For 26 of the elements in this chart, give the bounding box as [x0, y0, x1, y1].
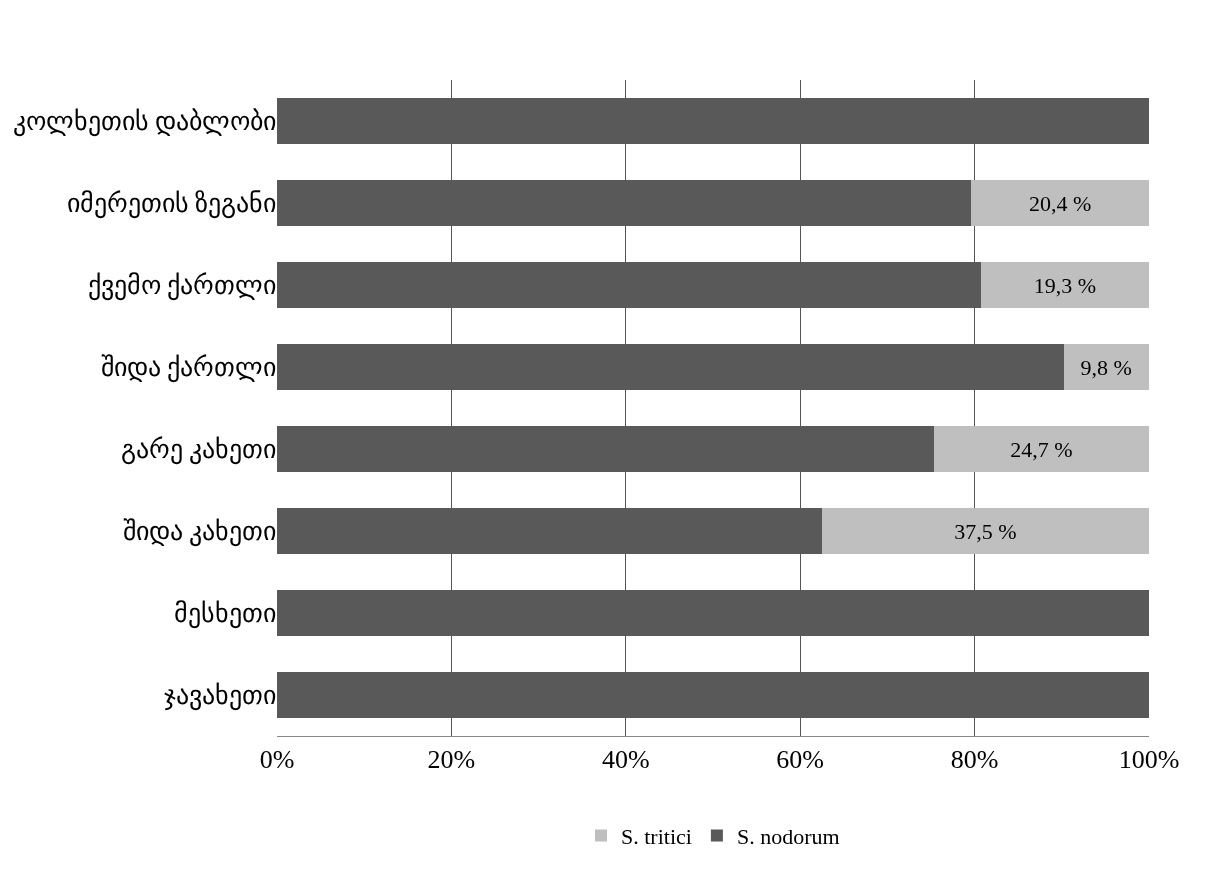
y-tick-label: მესხეთი: [174, 599, 276, 630]
y-tick-label: გარე კახეთი: [120, 435, 276, 466]
x-tick-label: 0%: [259, 745, 295, 775]
y-tick-label: შიდა ქართლი: [100, 353, 276, 384]
data-label: 37,5 %: [954, 518, 1017, 544]
y-tick-label: შიდა კახეთი: [122, 517, 276, 548]
x-tick-label: 60%: [776, 745, 825, 775]
data-label: 20,4 %: [1028, 190, 1092, 216]
bar: [822, 508, 1149, 554]
data-label: 19,3 %: [1033, 272, 1097, 298]
bar: [933, 426, 1149, 472]
y-tick-label: კოლხეთის დაბლობი: [12, 107, 276, 138]
x-tick-label: 80%: [950, 745, 999, 775]
x-tick-label: 40%: [601, 745, 650, 775]
x-tick-label: 100%: [1118, 745, 1180, 775]
data-label: 9,8 %: [1080, 354, 1132, 380]
x-tick-label: 20%: [427, 745, 476, 775]
bar: [971, 180, 1149, 226]
y-tick-label: ჯავახეთი: [164, 681, 276, 712]
y-tick-label: იმერეთის ზეგანი: [66, 189, 276, 220]
y-tick-label: ქვემო ქართლი: [87, 271, 276, 302]
bar: [980, 262, 1149, 308]
bar: [1063, 344, 1149, 390]
legend-label: S. nodorum: [736, 824, 840, 850]
legend-label: S. tritici: [621, 824, 692, 850]
data-label: 24,7 %: [1010, 436, 1073, 462]
